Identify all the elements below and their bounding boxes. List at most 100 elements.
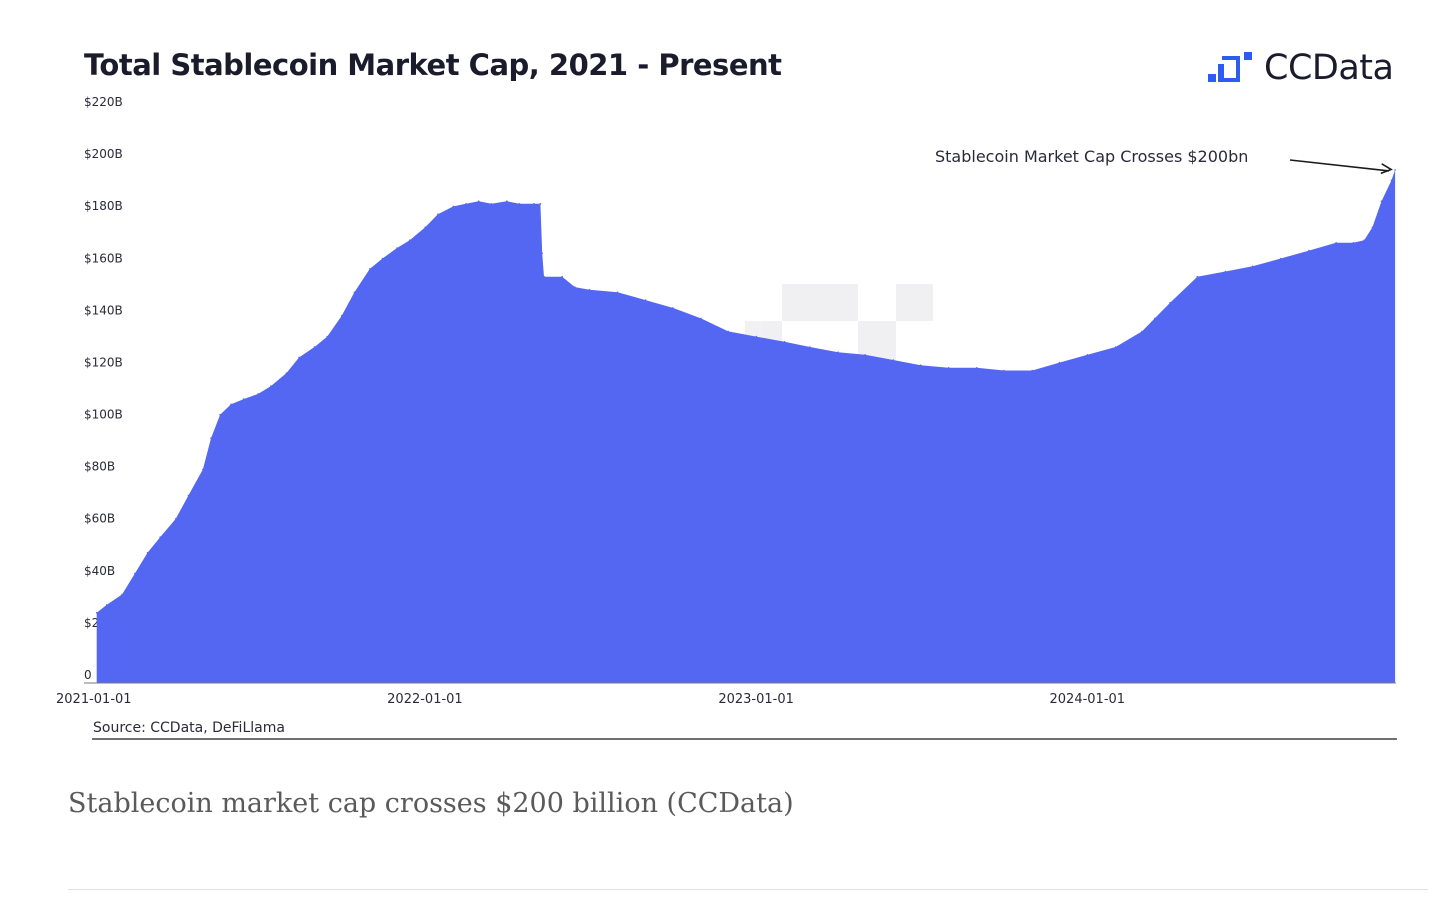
data-point: [700, 317, 702, 320]
data-point: [1394, 169, 1396, 171]
data-point: [1141, 330, 1143, 333]
x-tick-label: 2023-01-01: [718, 692, 794, 707]
y-tick-label: $60B: [84, 512, 115, 526]
data-point: [1251, 265, 1254, 268]
data-point: [518, 203, 521, 205]
data-point: [1280, 257, 1282, 260]
data-point: [672, 307, 674, 309]
data-point: [1153, 317, 1156, 320]
data-point: [809, 346, 811, 348]
x-tick-label: 2021-01-01: [56, 692, 132, 707]
data-point: [105, 604, 108, 606]
data-point: [313, 346, 316, 348]
data-point: [1058, 361, 1061, 364]
data-point: [187, 494, 190, 497]
data-point: [408, 239, 411, 241]
data-point: [976, 367, 978, 369]
data-point: [644, 299, 647, 301]
data-point: [465, 203, 467, 205]
x-tick-label: 2024-01-01: [1050, 692, 1126, 707]
data-point: [437, 213, 439, 215]
data-point: [121, 593, 123, 596]
series-layer: [95, 169, 1396, 683]
y-tick-label: $180B: [84, 199, 123, 213]
y-tick-label: $40B: [84, 564, 115, 578]
data-point: [1031, 369, 1033, 372]
data-point: [1335, 242, 1337, 244]
chart-title: Total Stablecoin Market Cap, 2021 - Pres…: [84, 48, 782, 82]
figure-caption: Stablecoin market cap crosses $200 billi…: [68, 788, 794, 819]
data-point: [1363, 239, 1365, 241]
brand-name: CCData: [1264, 48, 1394, 88]
data-point: [588, 288, 591, 291]
y-tick-label: $100B: [84, 408, 123, 422]
y-tick-label: $140B: [84, 303, 123, 317]
brand-logo: CCData: [1206, 46, 1394, 90]
data-point: [783, 341, 786, 343]
data-point: [257, 393, 260, 395]
data-point: [159, 536, 161, 538]
data-point: [539, 203, 542, 205]
data-point: [381, 257, 384, 260]
data-point: [326, 335, 329, 338]
data-point: [1224, 270, 1227, 273]
data-point: [270, 385, 272, 387]
data-point: [242, 398, 245, 400]
data-point: [219, 413, 221, 416]
x-axis-ticks: 2021-01-01 2022-01-01 2023-01-01 2024-01-01: [56, 692, 1125, 707]
bottom-divider: [68, 889, 1428, 890]
data-point: [95, 611, 98, 614]
annotation-arrow-head: [1380, 163, 1393, 175]
data-point: [1380, 200, 1383, 202]
data-point: [353, 291, 356, 294]
data-point: [864, 354, 866, 356]
data-point: [1114, 346, 1117, 348]
y-tick-label: $120B: [84, 355, 123, 369]
y-axis-ticks: 0$20B$40B$60B$80B$100B$120B$140B$160B$18…: [84, 95, 123, 682]
annotation-arrow-line: [1289, 159, 1390, 172]
data-point: [616, 291, 619, 294]
annotation-arrow: [1289, 159, 1393, 175]
data-point: [298, 356, 300, 359]
data-point: [396, 247, 398, 249]
data-point: [837, 351, 839, 354]
y-tick-label: $160B: [84, 251, 123, 265]
data-point: [947, 367, 950, 369]
data-point: [1390, 179, 1393, 182]
data-point: [230, 403, 232, 406]
y-tick-label: $200B: [84, 147, 123, 161]
source-note: Source: CCData, DeFiLlama: [93, 720, 285, 736]
x-tick-label: 2022-01-01: [387, 692, 463, 707]
data-point: [477, 200, 480, 202]
data-point: [146, 552, 149, 554]
y-tick-label: $80B: [84, 460, 115, 474]
data-point: [452, 205, 455, 208]
data-point: [1196, 275, 1199, 278]
data-point: [1371, 226, 1374, 228]
data-point: [490, 203, 493, 205]
data-point: [755, 335, 758, 338]
data-point: [574, 286, 576, 288]
ccdata-logo-icon: [1208, 52, 1252, 82]
chart-area: 0$20B$40B$60B$80B$100B$120B$140B$160B$18…: [56, 95, 1397, 740]
data-point: [424, 226, 427, 228]
y-tick-label: $220B: [84, 95, 123, 109]
data-point: [340, 315, 343, 317]
data-point: [134, 572, 136, 575]
annotation-text: Stablecoin Market Cap Crosses $200bn: [935, 147, 1248, 166]
data-point: [541, 252, 543, 255]
data-point: [543, 275, 545, 278]
data-point: [202, 468, 204, 471]
data-point: [1003, 369, 1005, 372]
data-point: [892, 359, 895, 361]
data-point: [210, 437, 212, 440]
data-point: [561, 275, 563, 278]
market-cap-area: [96, 169, 1396, 683]
data-point: [174, 518, 177, 520]
data-point: [533, 203, 535, 205]
data-point: [727, 330, 729, 333]
data-point: [506, 200, 508, 202]
data-point: [285, 372, 288, 374]
data-point: [1086, 354, 1089, 356]
data-point: [1169, 301, 1171, 304]
